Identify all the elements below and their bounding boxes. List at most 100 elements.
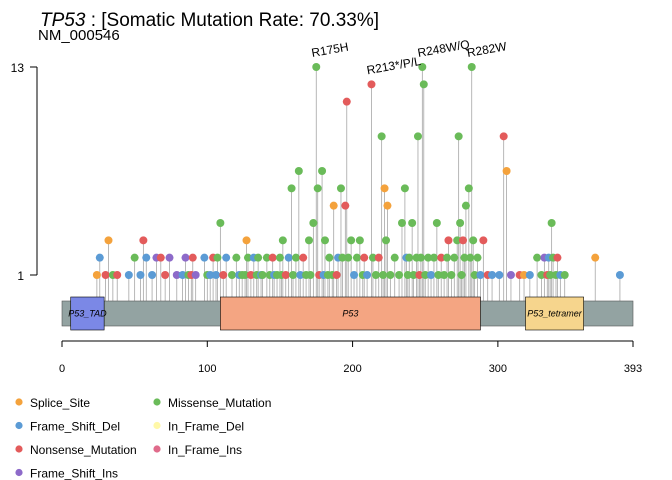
y-tick-label-top: 13 [11,61,25,75]
lollipop-head [382,236,391,245]
lollipop-head [390,253,399,262]
lollipop-head [363,271,372,279]
lollipop-head [397,219,406,227]
lollipop-head [488,271,497,279]
lollipop-head [312,63,321,71]
legend-swatch [153,421,161,430]
lollipop-head [459,236,468,245]
domain-label: P53_TAD [68,309,107,319]
lollipop-head [206,271,215,279]
lollipop-head [456,219,465,227]
lollipop-head [440,271,449,279]
lollipop-head [258,271,267,279]
lollipop-head [352,253,361,262]
lollipop-head [367,80,376,89]
lollipop-head [615,271,624,279]
lollipop-head [434,271,443,279]
lollipop-head [537,271,546,279]
x-tick-label: 0 [59,363,65,375]
lollipop-head [161,271,170,279]
stems-layer [96,67,621,301]
legend-label: Missense_Mutation [168,396,271,410]
lollipop-head [241,271,250,279]
lollipop-head [172,271,181,279]
lollipop-head [242,236,251,245]
lollipop-head [450,253,459,262]
lollipop-head [476,271,485,279]
lollipop-head [506,271,515,279]
legend-swatch [15,398,23,406]
lollipop-head [262,253,271,262]
lollipop-head [291,253,300,262]
lollipop-head [360,253,369,262]
hotspot-label: R282W [466,39,509,60]
lollipop-head [101,271,110,279]
lollipop-head [329,201,338,210]
lollipop-head [344,253,353,262]
lollipop-head [148,271,157,279]
lollipop-head [296,271,305,279]
lollipop-head [289,271,298,279]
lollipop-head [304,236,313,245]
lollipop-head [479,236,488,245]
title-gene-symbol: TP53 [40,10,86,31]
lollipop-head [473,253,482,262]
lollipop-head [444,236,453,245]
legend-swatch [15,445,23,453]
domain-p53-tad [70,296,105,331]
lollipop-head [371,271,380,279]
legend-label: In_Frame_Del [168,420,244,434]
lollipop-head [383,201,392,210]
transcript-subtitle: NM_000546 [38,27,120,44]
lollipop-head [341,201,350,210]
hotspot-label: R248W/Q [416,37,470,60]
lollipop-head [188,253,197,262]
lollipop-head [227,271,236,279]
lollipop-head [136,271,145,279]
lollipop-head [469,236,478,245]
lollipop-head [347,236,356,245]
lollipop-head [432,219,441,227]
legend-label: Splice_Site [30,396,90,410]
lollipop-head [222,253,231,262]
lollipop-head [447,271,456,279]
lollipop-head [457,271,466,279]
legend: Splice_Site Frame_Shift_Del Nonsense_Mutat… [15,396,271,480]
lollipop-head [495,271,504,279]
lollipop-head [379,271,388,279]
lollipop-head [313,184,322,193]
lollipop-head [520,271,529,279]
lollipop-head [395,271,404,279]
lollipop-head [419,80,428,89]
hotspot-label: R175H [310,40,349,60]
lollipop-head [380,184,389,193]
lollipop-head [525,271,534,279]
chart-title: TP53 : [Somatic Mutation Rate: 70.33%] [40,10,379,31]
lollipop-head [355,236,364,245]
domain-p53-tetramer [525,296,584,331]
lollipop-head [306,271,315,279]
lollipop-head [460,253,469,262]
lollipop-head [546,271,555,279]
lollipop-head [416,253,425,262]
lollipop-head [212,271,221,279]
lollipop-head [287,184,296,193]
lollipop-head [338,253,347,262]
lollipop-head [461,201,470,210]
lollipop-head [219,271,228,279]
title-mutation-rate: : [Somatic Mutation Rate: 70.33%] [85,10,379,31]
legend-label: Frame_Shift_Ins [30,467,118,480]
legend-label: Frame_Shift_Del [30,420,120,434]
x-tick-label: 300 [489,363,507,375]
lollipop-head [142,253,151,262]
lollipop-head [232,253,241,262]
lollipop-head [95,253,104,262]
lollipop-head [350,271,359,279]
lollipop-head [165,253,174,262]
lollipop-head [547,219,556,227]
lollipop-head [377,132,386,141]
lollipop-head [467,63,476,71]
domain-label: P53 [342,309,358,319]
